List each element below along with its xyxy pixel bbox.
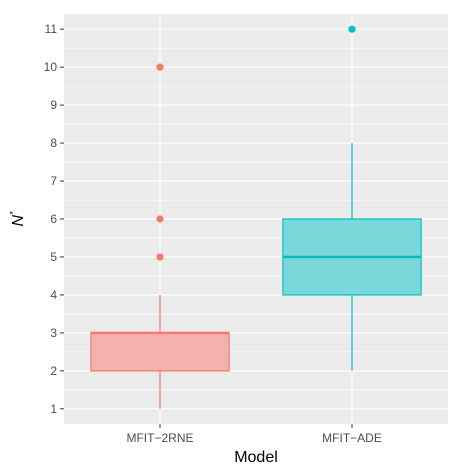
x-axis-title: Model xyxy=(234,449,278,466)
y-tick-label: 8 xyxy=(50,136,57,150)
y-axis-title: N* xyxy=(8,211,27,227)
y-tick-label: 4 xyxy=(50,288,57,302)
x-tick-label: MFIT−ADE xyxy=(322,431,382,445)
box-layer xyxy=(90,25,422,409)
box xyxy=(90,332,230,372)
y-tick-label: 11 xyxy=(45,22,58,36)
outlier-point xyxy=(156,63,164,71)
outlier-point xyxy=(348,25,356,33)
y-axis-title-main: N xyxy=(10,215,27,227)
x-axis: MFIT−2RNE MFIT−ADE xyxy=(126,424,382,445)
x-tick-label: MFIT−2RNE xyxy=(126,431,193,445)
box-group xyxy=(282,25,422,371)
y-tick-label: 2 xyxy=(50,364,57,378)
box-group xyxy=(90,63,230,409)
y-axis: 1 2 3 4 5 6 7 8 9 10 11 xyxy=(44,22,64,416)
y-tick-label: 7 xyxy=(50,174,57,188)
outlier-point xyxy=(156,253,164,261)
y-tick-label: 3 xyxy=(50,326,57,340)
y-tick-label: 9 xyxy=(50,98,57,112)
y-tick-label: 6 xyxy=(50,212,57,226)
y-tick-label: 10 xyxy=(44,60,58,74)
y-axis-title-superscript: * xyxy=(8,211,18,215)
outlier-point xyxy=(156,215,164,223)
y-tick-label: 1 xyxy=(50,402,57,416)
y-tick-label: 5 xyxy=(50,250,57,264)
